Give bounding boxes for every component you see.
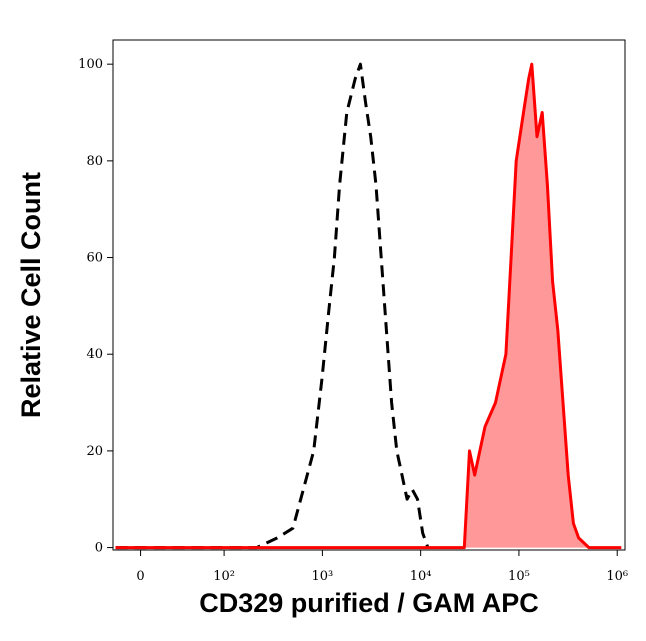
area <box>115 64 622 548</box>
y-tick-label: 20 <box>86 444 103 459</box>
line <box>115 62 622 550</box>
y-tick-label: 100 <box>78 57 103 72</box>
x-tick-label: 10⁴ <box>410 569 432 584</box>
x-tick-label: 10³ <box>311 569 333 584</box>
x-tick-label: 10⁶ <box>606 569 628 584</box>
plot-frame <box>112 39 626 551</box>
x-tick-label: 10⁵ <box>508 569 530 584</box>
y-axis-title: Relative Cell Count <box>16 172 46 418</box>
x-axis-title: CD329 purified / GAM APC <box>199 588 539 618</box>
x-tick-label: 10² <box>213 569 235 584</box>
y-tick-label: 60 <box>86 251 103 266</box>
y-tick-label: 0 <box>95 541 103 556</box>
y-tick-label: 80 <box>86 154 103 169</box>
line <box>115 62 430 550</box>
y-tick-label: 40 <box>86 347 103 362</box>
x-tick-label: 0 <box>136 569 144 584</box>
